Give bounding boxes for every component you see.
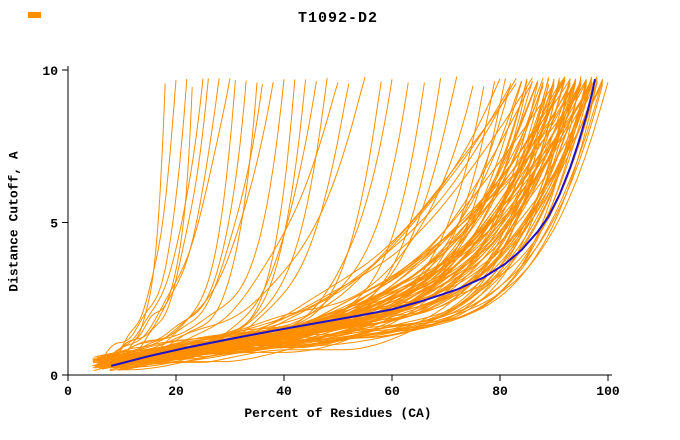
ensemble-curve <box>94 78 231 368</box>
y-tick-label: 0 <box>50 369 58 384</box>
ensemble-curve <box>102 85 571 360</box>
ensemble-curve <box>120 82 604 371</box>
ensemble-curve <box>99 80 236 357</box>
ensemble-curve <box>96 82 598 359</box>
ensemble-curve <box>120 83 166 365</box>
ensemble-curve <box>107 79 598 356</box>
x-axis-label: Percent of Residues (CA) <box>244 406 432 421</box>
x-tick-label: 0 <box>64 384 72 399</box>
y-tick-label: 10 <box>42 64 58 79</box>
x-tick-label: 20 <box>168 384 184 399</box>
ensemble-curve <box>108 81 598 364</box>
x-tick-label: 80 <box>492 384 508 399</box>
ensemble-curve <box>113 81 609 357</box>
x-tick-label: 100 <box>596 384 620 399</box>
x-tick-label: 60 <box>384 384 400 399</box>
highlight-curve <box>110 78 596 367</box>
stray-orange-mark <box>28 12 41 18</box>
ensemble-curve <box>113 77 366 358</box>
ensemble-curve <box>113 82 258 368</box>
ensemble-curve <box>92 78 604 361</box>
ensemble-curve <box>96 85 474 363</box>
ensemble-curve <box>92 78 188 369</box>
ensemble-curve <box>120 79 577 368</box>
ensemble-curve <box>101 77 598 361</box>
ensemble-curve <box>99 82 274 362</box>
ensemble-curve <box>92 78 506 366</box>
ensemble-curve <box>117 78 593 363</box>
x-tick-label: 40 <box>276 384 292 399</box>
y-tick-label: 5 <box>50 217 58 232</box>
chart-title: T1092-D2 <box>297 10 378 27</box>
ensemble-curve <box>92 81 587 362</box>
ensemble-curve <box>112 80 247 360</box>
ensemble-curve <box>115 86 193 360</box>
ensemble-curve <box>103 78 204 365</box>
